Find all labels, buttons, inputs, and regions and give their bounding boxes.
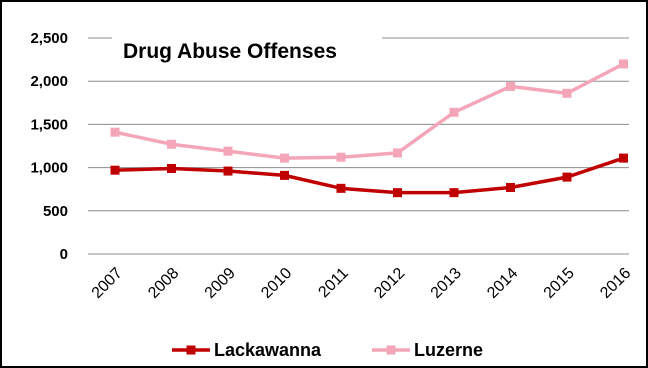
- data-point: [110, 127, 120, 137]
- series-line: [114, 62, 625, 160]
- chart-title: Drug Abuse Offenses: [123, 40, 337, 63]
- data-point: [336, 183, 346, 193]
- series-lackawanna: [110, 153, 628, 198]
- data-point: [223, 146, 233, 156]
- data-point: [619, 59, 628, 69]
- x-tick-label: 2009: [202, 265, 239, 302]
- data-point: [393, 188, 402, 198]
- legend-item-luzerne: Luzerne: [372, 340, 483, 360]
- x-tick-label: 2007: [89, 265, 126, 302]
- y-tick-label: 2,500: [30, 30, 68, 47]
- title-background: [112, 32, 382, 68]
- data-point: [506, 182, 515, 192]
- y-axis-ticks: 2,500 2,000 1,500 1,000 500 0: [30, 30, 68, 263]
- x-tick-label: 2010: [258, 265, 295, 302]
- data-point: [280, 170, 289, 180]
- y-tick-label: 500: [43, 203, 68, 220]
- legend: Lackawanna Luzerne: [172, 340, 483, 360]
- data-point: [336, 152, 346, 162]
- y-tick-label: 2,000: [30, 73, 68, 90]
- series-line: [114, 156, 625, 195]
- data-point: [393, 148, 402, 158]
- data-point: [562, 88, 572, 98]
- data-point: [280, 153, 289, 163]
- y-tick-label: 0: [60, 246, 68, 263]
- x-axis-ticks: 2007 2008 2009 2010 2011 2012 2013 2014 2015 2016: [89, 265, 635, 302]
- data-point: [449, 107, 459, 117]
- x-tick-label: 2013: [428, 265, 465, 302]
- data-point: [223, 166, 233, 176]
- legend-label: Lackawanna: [214, 340, 322, 360]
- legend-marker: [386, 345, 396, 355]
- data-point: [506, 81, 515, 91]
- legend-marker: [186, 345, 196, 355]
- data-point: [562, 172, 572, 182]
- series-layer: [110, 59, 628, 198]
- x-tick-label: 2012: [371, 265, 408, 302]
- x-tick-label: 2008: [145, 265, 182, 302]
- data-point: [167, 163, 176, 173]
- x-tick-label: 2014: [484, 265, 521, 302]
- x-tick-label: 2011: [315, 265, 351, 301]
- data-point: [619, 153, 628, 163]
- series-luzerne: [110, 59, 628, 163]
- legend-label: Luzerne: [414, 340, 483, 360]
- data-point: [167, 139, 176, 149]
- x-tick-label: 2016: [597, 265, 634, 302]
- data-point: [110, 165, 120, 175]
- x-tick-label: 2015: [541, 265, 578, 302]
- data-point: [449, 188, 459, 198]
- y-tick-label: 1,000: [30, 160, 68, 177]
- legend-item-lackawanna: Lackawanna: [172, 340, 322, 360]
- y-tick-label: 1,500: [30, 116, 68, 133]
